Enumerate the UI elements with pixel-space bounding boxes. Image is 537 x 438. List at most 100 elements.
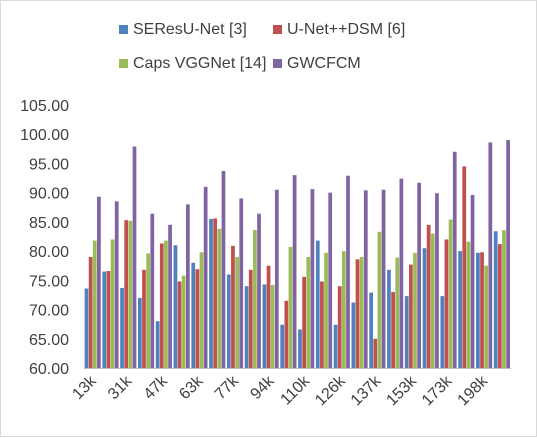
bar [346, 175, 350, 368]
legend-swatch [273, 59, 282, 68]
bar [185, 204, 190, 368]
bar [351, 302, 356, 368]
bar [493, 231, 498, 368]
bar [452, 151, 457, 368]
bar [292, 175, 297, 368]
y-tick-label: 95.00 [29, 156, 69, 173]
bar [337, 286, 342, 368]
bar [155, 321, 160, 368]
x-tick-label: 153k [383, 372, 420, 409]
bar [120, 287, 124, 368]
bar [239, 198, 244, 368]
bar [221, 171, 226, 368]
y-tick-label: 75.00 [29, 273, 69, 290]
y-tick-label: 100.00 [20, 127, 69, 144]
bar [128, 220, 133, 368]
bar [462, 166, 467, 368]
x-tick-label: 198k [455, 372, 492, 409]
bar [381, 189, 386, 368]
bar [164, 240, 168, 368]
bar [203, 186, 208, 368]
bar [262, 284, 267, 368]
bar [377, 231, 382, 368]
bar [244, 286, 249, 368]
bar [497, 244, 502, 368]
bar [132, 146, 137, 368]
bar [306, 256, 311, 368]
bar [395, 257, 400, 368]
bar [355, 259, 360, 368]
bar [320, 281, 324, 368]
bar [110, 239, 115, 368]
bar [373, 338, 378, 368]
bar [84, 288, 89, 368]
bar [226, 274, 231, 368]
bar [448, 219, 453, 368]
bar [213, 218, 218, 368]
bar [458, 251, 462, 368]
bar [138, 297, 142, 368]
bar [106, 270, 111, 368]
bar [102, 271, 107, 368]
bar [369, 292, 374, 368]
bar [142, 269, 146, 368]
legend-label: SEResU-Net [3] [133, 21, 247, 38]
bar [387, 269, 391, 368]
bar [88, 256, 93, 368]
x-tick-label: 173k [419, 372, 456, 409]
bar [302, 276, 306, 368]
bar [359, 256, 364, 368]
bar [435, 193, 439, 368]
bar [413, 252, 417, 368]
legend: SEResU-Net [3] U-Net++DSM [6] Caps VGGNet … [119, 21, 405, 72]
x-tick-label: 13k [69, 372, 100, 403]
bar [266, 265, 271, 368]
bar [248, 269, 253, 368]
bar [114, 201, 119, 368]
bar [506, 140, 510, 368]
bar [399, 178, 404, 368]
y-tick-label: 85.00 [29, 215, 69, 232]
bar [177, 281, 182, 368]
x-tick-label: 110k [278, 372, 314, 408]
bar [409, 264, 413, 368]
bar [146, 253, 151, 368]
bar [231, 245, 235, 368]
bar [124, 220, 129, 368]
bar [426, 224, 431, 368]
bar [257, 213, 261, 368]
bar [217, 228, 222, 368]
bar [484, 265, 489, 368]
y-tick-label: 90.00 [29, 186, 69, 203]
x-tick-label: 126k [312, 372, 349, 409]
y-tick-label: 70.00 [29, 303, 69, 320]
legend-label: GWCFCM [287, 55, 361, 72]
bar [168, 224, 172, 368]
bar [404, 296, 409, 368]
bar [324, 252, 328, 368]
bar [440, 296, 445, 368]
bar [315, 240, 320, 368]
bar [363, 190, 368, 368]
bar [502, 230, 506, 368]
y-axis: 60.00 65.00 70.00 75.00 80.00 85.00 90.00 95.00… [20, 98, 69, 378]
x-tick-label: 137k [348, 372, 385, 409]
bar [417, 182, 422, 368]
x-tick-label: 63k [176, 372, 207, 403]
bar [253, 230, 257, 368]
x-tick-label: 94k [247, 372, 278, 403]
x-tick-label: 31k [105, 372, 136, 403]
bar [422, 248, 427, 368]
y-tick-label: 80.00 [29, 244, 69, 261]
x-tick-label: 77k [212, 372, 243, 403]
bar [476, 252, 480, 368]
bars [84, 140, 510, 368]
bar [288, 247, 293, 368]
bar [284, 300, 289, 368]
bar [466, 241, 471, 368]
bar [159, 243, 164, 368]
bar [209, 218, 213, 368]
bar [274, 189, 279, 368]
legend-swatch [119, 25, 128, 34]
